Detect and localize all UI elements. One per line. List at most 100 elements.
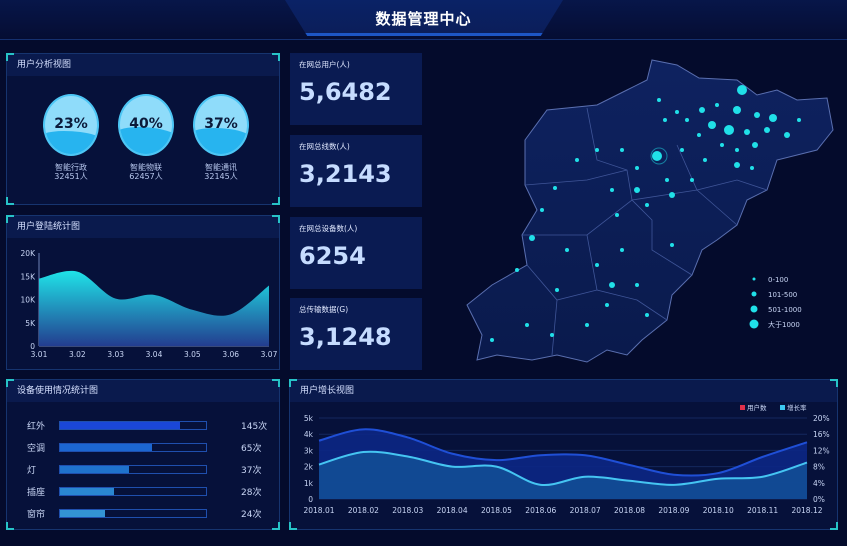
map-data-dot [737, 85, 747, 95]
bar-fill [60, 510, 106, 517]
stat-label: 在网总用户(人) [299, 60, 350, 69]
x-tick-label: 3.03 [107, 350, 124, 359]
legend-label: 用户数 [747, 403, 767, 412]
stat-value: 3,1248 [299, 323, 392, 351]
bar-fill [60, 488, 115, 495]
ball-caption: 智能行政 32451人 [31, 163, 111, 181]
map-data-dot [703, 158, 707, 162]
category-name: 智能行政 [55, 163, 87, 172]
device-label: 窗帘 [27, 510, 46, 520]
map-data-dot [525, 323, 529, 327]
y-right-tick-label: 0% [813, 495, 825, 504]
stat-card: 总传输数据(G) 3,1248 [290, 298, 422, 370]
y-right-tick-label: 20% [813, 414, 830, 423]
device-bar-row: 窗帘 24次 [27, 508, 277, 520]
map-data-dot [595, 148, 599, 152]
stat-value: 3,2143 [299, 160, 392, 188]
map-data-dot [635, 166, 639, 170]
y-right-tick-label: 12% [813, 446, 830, 455]
y-right-tick-label: 4% [813, 479, 825, 488]
map-data-dot [565, 248, 569, 252]
legend-label: 0-100 [768, 276, 788, 284]
y-right-tick-label: 16% [813, 430, 830, 439]
bar-track [59, 465, 207, 474]
panel-title: 设备使用情况统计图 [7, 380, 279, 402]
y-tick-label: 0 [30, 342, 35, 351]
map-data-dot [553, 186, 557, 190]
ball-caption: 智能通讯 32145人 [181, 163, 261, 181]
bar-fill [60, 466, 129, 473]
growth-chart-panel: 用户增长视图 0 0% 1k 4% 2k 8% 3k 12% 4k 16% 5k 20% 用户数 增长率 2… [289, 379, 838, 530]
y-tick-label: 10K [21, 296, 37, 305]
device-label: 插座 [27, 488, 46, 498]
y-left-tick-label: 0 [308, 495, 313, 504]
stat-card: 在网总线数(人) 3,2143 [290, 135, 422, 207]
legend-label: 增长率 [787, 403, 807, 412]
map-data-dot [734, 162, 740, 168]
stat-label: 在网总设备数(人) [299, 224, 358, 233]
x-tick-label: 2018.10 [703, 506, 734, 515]
device-value: 145次 [241, 422, 268, 432]
map-data-dot [635, 283, 639, 287]
map-data-dot [724, 125, 734, 135]
map-data-dot [609, 282, 615, 288]
map-data-dot [615, 213, 619, 217]
legend-swatch [740, 405, 745, 410]
x-tick-label: 2018.06 [525, 506, 556, 515]
legend-dot [749, 319, 759, 329]
stat-card: 在网总用户(人) 5,6482 [290, 53, 422, 125]
map-data-dot [699, 107, 705, 113]
percentage-ball: 23% [43, 94, 99, 156]
map-data-dot [652, 151, 662, 161]
y-tick-label: 5K [25, 319, 36, 328]
y-left-tick-label: 5k [304, 414, 314, 423]
stat-value: 6254 [299, 242, 366, 270]
category-count: 62457人 [129, 172, 163, 181]
y-left-tick-label: 1k [304, 479, 314, 488]
device-value: 28次 [241, 488, 262, 498]
x-tick-label: 2018.11 [747, 506, 778, 515]
y-left-tick-label: 2k [304, 463, 314, 472]
device-bar-row: 红外 145次 [27, 420, 277, 432]
device-usage-panel: 设备使用情况统计图 红外 145次 空调 65次灯 37次 插座 28次 窗帘 24次 [6, 379, 280, 530]
login-area-chart: 0 5K 10K 15K 20K 3.01 3.02 3.03 3.04 3.05 3.06 3.07 [21, 249, 278, 359]
map-data-dot [595, 263, 599, 267]
panel-title: 用户增长视图 [290, 380, 837, 402]
map-data-dot [490, 338, 494, 342]
series-area-1 [319, 451, 807, 499]
map-data-dot [735, 148, 739, 152]
x-tick-label: 2018.12 [791, 506, 822, 515]
map-data-dot [675, 110, 679, 114]
legend-dot [750, 305, 758, 313]
map-data-dot [754, 112, 760, 118]
panel-title: 用户登陆统计图 [7, 216, 279, 238]
map-data-dot [550, 333, 554, 337]
device-value: 65次 [241, 444, 262, 454]
category-count: 32451人 [54, 172, 88, 181]
x-tick-label: 2018.02 [348, 506, 379, 515]
legend-label: 大于1000 [768, 320, 800, 329]
x-tick-label: 3.04 [146, 350, 163, 359]
header: 数据管理中心 [0, 0, 847, 40]
series-line-1 [318, 450, 808, 486]
map-data-dot [720, 143, 724, 147]
map-data-dot [769, 114, 777, 122]
map-data-dot [715, 103, 719, 107]
map-data-dot [540, 208, 544, 212]
x-tick-label: 2018.03 [392, 506, 423, 515]
x-tick-label: 3.02 [69, 350, 86, 359]
map-data-dot [634, 187, 640, 193]
legend-dot [751, 291, 757, 297]
x-tick-label: 2018.08 [614, 506, 645, 515]
x-tick-label: 3.01 [31, 350, 48, 359]
map-data-dot [620, 248, 624, 252]
y-tick-label: 20K [21, 249, 37, 258]
map-data-dot [690, 178, 694, 182]
map-data-dot [665, 178, 669, 182]
x-tick-label: 3.06 [222, 350, 239, 359]
y-left-tick-label: 4k [304, 430, 314, 439]
bar-track [59, 487, 207, 496]
device-label: 红外 [27, 422, 46, 432]
map-data-dot [610, 188, 614, 192]
y-right-tick-label: 8% [813, 463, 825, 472]
